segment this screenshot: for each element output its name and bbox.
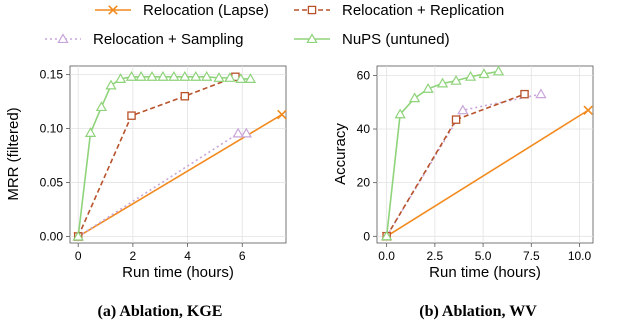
data-point-nups xyxy=(394,108,406,119)
data-point-nups xyxy=(381,230,393,241)
y-axis-label-kge: MRR (filtered) xyxy=(5,107,22,200)
x-axis-label-kge: Run time (hours) xyxy=(122,264,234,281)
data-point-nups xyxy=(125,70,138,81)
x-axis-label-wv: Run time (hours) xyxy=(429,264,541,281)
series-line-nups xyxy=(385,70,499,237)
data-point-replication xyxy=(180,91,190,101)
legend-label-sampling: Relocation + Sampling xyxy=(93,31,244,48)
y-tick-label: 0.15 xyxy=(40,68,64,82)
y-tick-label: 20 xyxy=(357,176,371,190)
data-point-nups xyxy=(464,70,477,81)
data-point-replication xyxy=(127,111,136,120)
data-point-lapse xyxy=(277,109,287,120)
caption-wv: (b) Ablation, WV xyxy=(419,303,537,320)
grid-kge xyxy=(70,66,286,243)
data-point-nups xyxy=(450,74,462,85)
data-point-sampling xyxy=(457,104,469,115)
legend-marker-sampling xyxy=(57,33,69,44)
legend-entry-replication: Relocation + Replication xyxy=(294,2,504,19)
data-point-nups xyxy=(179,70,191,81)
legend: Relocation (Lapse) Relocation + Replicati… xyxy=(45,2,504,48)
series-line-replication xyxy=(77,76,236,237)
x-ticks-wv: 0.0 2.5 5.0 7.5 10.0 xyxy=(378,243,592,263)
data-point-nups xyxy=(105,79,117,90)
series-line-sampling xyxy=(385,93,542,237)
y-tick-label: 0.00 xyxy=(40,230,64,244)
x-tick-label: 5.0 xyxy=(475,249,492,263)
data-point-nups xyxy=(224,72,236,82)
data-point-nups xyxy=(436,77,449,88)
x-tick-label: 2 xyxy=(130,249,137,263)
data-point-replication xyxy=(520,89,529,99)
data-point-nups xyxy=(244,73,257,84)
y-axis-label-wv: Accuracy xyxy=(332,123,349,185)
legend-marker-lapse xyxy=(108,5,118,15)
data-point-nups xyxy=(235,73,247,84)
series-markers-wv xyxy=(381,65,593,242)
data-point-sampling xyxy=(240,127,252,138)
data-point-sampling xyxy=(535,88,547,99)
data-point-nups xyxy=(492,65,505,76)
plot-area-wv xyxy=(376,65,594,244)
panel-wv: 0.0 2.5 5.0 7.5 10.0 0 20 40 60 Run time (hours… xyxy=(332,65,594,320)
data-point-sampling xyxy=(232,127,244,138)
data-point-nups xyxy=(190,70,202,81)
legend-label-nups: NuPS (untuned) xyxy=(342,31,450,48)
panel-kge: 0 2 4 6 0.00 0.05 0.10 0.15 Run time (hours) M… xyxy=(5,65,287,320)
data-point-nups xyxy=(408,92,421,103)
data-point-nups xyxy=(114,73,127,84)
x-tick-label: 0 xyxy=(75,249,82,263)
data-point-nups xyxy=(135,70,147,81)
series-markers-kge xyxy=(72,70,287,242)
data-point-nups xyxy=(157,70,169,81)
legend-entry-lapse: Relocation (Lapse) xyxy=(95,2,269,19)
grid-wv xyxy=(377,66,593,243)
y-tick-label: 0.10 xyxy=(40,122,64,136)
series-line-replication xyxy=(385,93,525,237)
y-tick-label: 0.05 xyxy=(40,176,64,190)
series-line-nups xyxy=(77,75,251,237)
x-ticks-kge: 0 2 4 6 xyxy=(75,243,246,263)
x-tick-label: 4 xyxy=(184,249,191,263)
x-tick-label: 2.5 xyxy=(427,249,444,263)
caption-kge: (a) Ablation, KGE xyxy=(98,303,223,320)
data-point-nups xyxy=(84,127,97,137)
x-tick-label: 6 xyxy=(239,249,246,263)
data-point-nups xyxy=(72,230,84,241)
series-lines-kge xyxy=(77,75,283,238)
data-point-nups xyxy=(213,72,225,82)
series-line-lapse xyxy=(77,113,283,238)
legend-marker-nups xyxy=(306,33,318,44)
legend-entry-nups: NuPS (untuned) xyxy=(294,31,450,48)
data-point-nups xyxy=(95,101,108,112)
data-point-nups xyxy=(146,70,158,81)
x-tick-label: 10.0 xyxy=(568,249,592,263)
data-point-nups xyxy=(422,82,434,93)
y-ticks-kge: 0.00 0.05 0.10 0.15 xyxy=(40,68,70,244)
data-point-replication xyxy=(451,115,461,124)
legend-label-lapse: Relocation (Lapse) xyxy=(143,2,269,19)
y-ticks-wv: 0 20 40 60 xyxy=(357,68,377,243)
data-point-nups xyxy=(201,70,213,81)
legend-label-replication: Relocation + Replication xyxy=(342,2,504,19)
y-tick-label: 40 xyxy=(357,122,371,136)
legend-marker-replication xyxy=(307,5,317,15)
y-tick-label: 0 xyxy=(363,229,370,243)
x-tick-label: 0.0 xyxy=(378,249,395,263)
data-point-nups xyxy=(168,70,180,81)
y-tick-label: 60 xyxy=(357,68,371,82)
series-lines-wv xyxy=(385,70,589,237)
x-tick-label: 7.5 xyxy=(523,249,540,263)
data-point-nups xyxy=(478,68,490,79)
data-point-lapse xyxy=(583,105,593,116)
series-line-lapse xyxy=(386,109,589,237)
plot-area-kge xyxy=(69,65,287,244)
legend-entry-sampling: Relocation + Sampling xyxy=(45,31,244,48)
